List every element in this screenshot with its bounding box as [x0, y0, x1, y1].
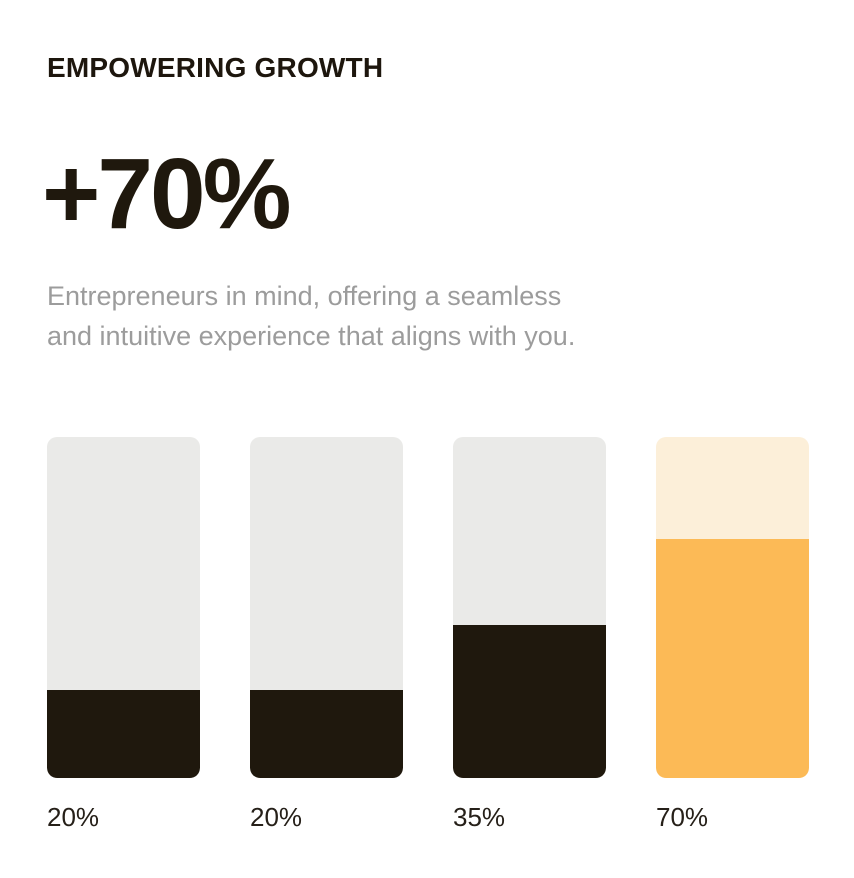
- bar-fill: [250, 690, 403, 778]
- bar-value-label: 20%: [47, 802, 100, 832]
- bar-column: 35%: [453, 437, 606, 833]
- bar-chart: 20% 20% 35% 70%: [47, 437, 809, 833]
- bar-column: 20%: [47, 437, 200, 833]
- section-heading: EMPOWERING GROWTH: [47, 52, 384, 83]
- bar-column: 70%: [656, 437, 809, 833]
- subtitle: Entrepreneurs in mind, offering a seamle…: [47, 276, 575, 356]
- bar-track: [453, 437, 606, 778]
- highlight-stat: +70%: [42, 138, 292, 250]
- subtitle-line-2: and intuitive experience that aligns wit…: [47, 321, 576, 351]
- bar-fill: [656, 538, 809, 778]
- subtitle-line-1: Entrepreneurs in mind, offering a seamle…: [47, 281, 562, 311]
- bar-track: [47, 437, 200, 778]
- bar-value-label: 20%: [250, 802, 303, 832]
- bar-track: [250, 437, 403, 778]
- bar-fill: [453, 624, 606, 778]
- bar-column: 20%: [250, 437, 403, 833]
- bar-value-label: 70%: [656, 802, 709, 832]
- bar-value-label: 35%: [453, 802, 506, 832]
- bar-track: [656, 437, 809, 778]
- bar-fill: [47, 690, 200, 778]
